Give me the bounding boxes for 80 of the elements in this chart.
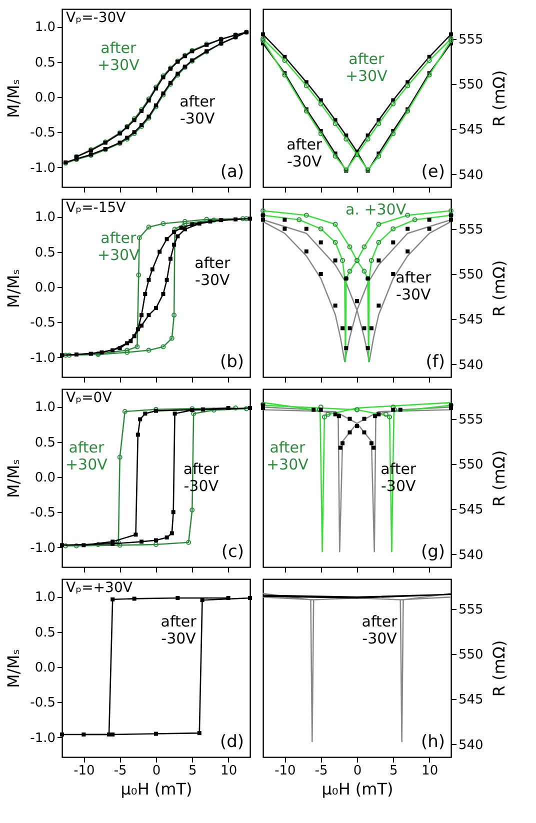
annotation: Vₚ=-30V — [66, 10, 126, 26]
y-tick-label: 540 — [458, 738, 484, 753]
series-label: after -30V — [362, 612, 398, 648]
annotation: (d) — [220, 732, 244, 752]
x-tick-label: 5 — [390, 764, 398, 778]
annotation: (f) — [426, 352, 445, 372]
y-tick-label: -0.5 — [30, 316, 56, 331]
y-tick-label: -1.0 — [30, 350, 56, 366]
annotation: (a) — [220, 162, 244, 182]
series-label: after +30V — [266, 438, 310, 474]
annotation: Vₚ=-15V — [66, 200, 126, 216]
annotation: (c) — [221, 542, 244, 562]
series-label: a. +30V — [345, 200, 407, 219]
y-tick-label: 550 — [458, 457, 484, 472]
x-tick-label: -5 — [314, 764, 328, 778]
y-axis-title: R (mΩ) — [489, 260, 508, 317]
y-tick-label: -1.0 — [30, 730, 56, 746]
y-axis-title: M/Mₛ — [4, 268, 24, 308]
y-tick-label: 1.0 — [34, 400, 56, 416]
annotation: (b) — [220, 352, 244, 372]
x-tick-label: 0 — [353, 764, 362, 778]
text: after +30V — [65, 438, 108, 474]
y-tick-label: 0.5 — [34, 625, 56, 640]
x-axis-title: μ₀H (mT) — [322, 780, 394, 798]
y-tick-label: 555 — [458, 412, 484, 428]
series-label: after -30V — [160, 612, 198, 648]
y-tick-label: -1.0 — [30, 540, 56, 556]
annotation: (g) — [420, 542, 445, 562]
y-tick-label: -0.5 — [30, 506, 56, 521]
series-label: after +30V — [97, 39, 140, 74]
series-label: after -30V — [286, 135, 323, 170]
x-tick-label: -10 — [274, 764, 296, 778]
y-tick-label: 550 — [458, 267, 484, 282]
y-tick-label: -0.5 — [30, 696, 56, 711]
series-label: after -30V — [194, 254, 231, 290]
y-tick-label: 1.0 — [34, 20, 56, 36]
y-axis-title: M/Mₛ — [4, 78, 24, 118]
annotation: (h) — [420, 732, 445, 752]
series-label: after +30V — [345, 50, 388, 85]
y-tick-label: 0.5 — [34, 245, 56, 260]
y-tick-label: 550 — [458, 77, 484, 92]
x-tick-label: -10 — [74, 764, 95, 778]
y-tick-label: -0.5 — [30, 126, 56, 141]
annotation: Vₚ=0V — [66, 390, 112, 406]
y-tick-label: 545 — [458, 312, 484, 328]
y-tick-label: 0.5 — [34, 435, 56, 450]
y-tick-label: 0.0 — [34, 280, 56, 296]
y-tick-label: 555 — [458, 222, 484, 238]
text: after +30V — [97, 229, 140, 264]
y-tick-label: 555 — [458, 602, 484, 618]
y-tick-label: -1.0 — [30, 160, 56, 176]
y-tick-label: 540 — [458, 168, 484, 183]
y-tick-label: 1.0 — [34, 210, 56, 226]
y-tick-label: 0.0 — [34, 660, 56, 676]
y-tick-label: 545 — [458, 122, 484, 138]
y-tick-label: 555 — [458, 32, 484, 48]
y-tick-label: 0.0 — [34, 470, 56, 486]
y-tick-label: 0.0 — [34, 90, 56, 106]
y-axis-title: R (mΩ) — [489, 640, 508, 697]
x-tick-label: -5 — [114, 764, 127, 778]
x-axis-title: μ₀H (mT) — [120, 780, 192, 798]
y-axis-title: M/Mₛ — [4, 458, 24, 498]
x-tick-label: 10 — [220, 764, 238, 778]
y-axis-title: R (mΩ) — [489, 450, 508, 507]
y-tick-label: 545 — [458, 692, 484, 708]
annotation: (e) — [421, 162, 445, 182]
y-tick-label: 540 — [458, 548, 484, 563]
y-tick-label: 0.5 — [34, 55, 56, 70]
annotation: Vₚ=+30V — [66, 580, 133, 596]
y-axis-title: M/Mₛ — [4, 648, 24, 688]
x-tick-label: 0 — [152, 764, 161, 778]
y-axis-title: R (mΩ) — [489, 70, 508, 127]
y-tick-label: 550 — [458, 647, 484, 662]
series-label: after -30V — [396, 268, 432, 304]
x-tick-label: 10 — [422, 764, 438, 778]
x-tick-label: 5 — [188, 764, 197, 778]
y-tick-label: 1.0 — [34, 590, 56, 606]
series-label: after -30V — [180, 92, 216, 128]
y-tick-label: 540 — [458, 358, 484, 373]
y-tick-label: 545 — [458, 502, 484, 518]
